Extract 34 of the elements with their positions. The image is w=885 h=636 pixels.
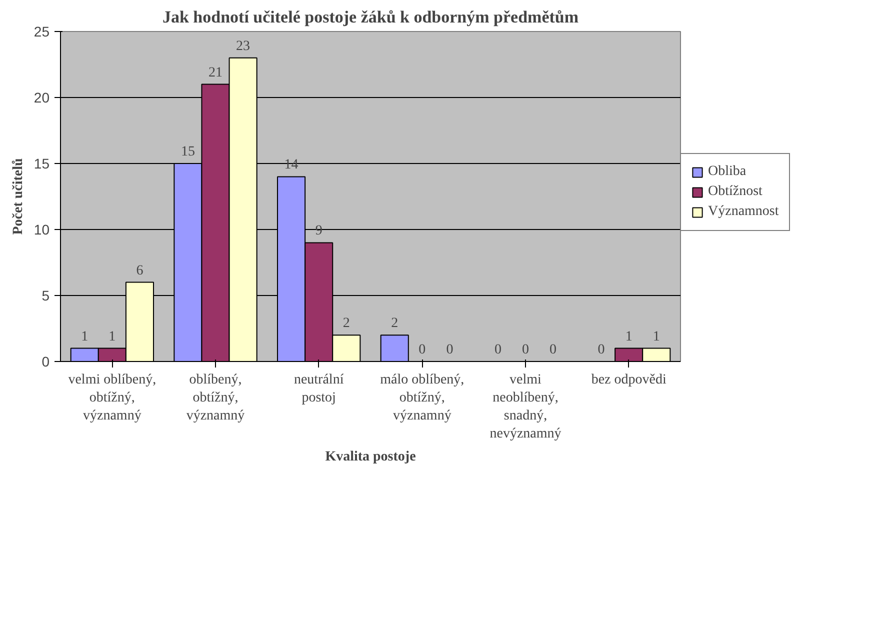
data-label: 0	[446, 342, 454, 358]
x-tick-label: oblíbený, obtížný, významný	[186, 372, 245, 424]
data-label: 21	[208, 65, 222, 80]
y-tick-label: 10	[34, 222, 50, 238]
data-label: 0	[598, 342, 605, 358]
data-label: 2	[342, 316, 350, 332]
x-tick-label: málo oblíbený, obtížný, významný	[380, 372, 464, 424]
y-tick-label: 25	[34, 24, 50, 40]
y-tick-label: 20	[34, 90, 50, 106]
data-label: 2	[391, 316, 398, 332]
legend-label: Obliba	[708, 164, 746, 180]
x-axis-title: Kvalita postoje	[325, 450, 416, 464]
data-label: 0	[522, 342, 529, 358]
data-label: 15	[180, 144, 195, 160]
data-label: 1	[625, 329, 632, 344]
data-label: 0	[550, 342, 557, 358]
y-tick-label: 15	[34, 156, 50, 172]
data-label: 1	[108, 329, 116, 344]
x-tick-label: bez odpovědi	[591, 372, 666, 388]
data-label: 0	[418, 342, 426, 358]
legend-label: Obtížnost	[708, 184, 762, 200]
data-label: 0	[494, 342, 502, 358]
y-tick-label: 5	[42, 288, 50, 304]
legend-label: Významnost	[708, 204, 779, 220]
y-tick-label: 0	[42, 354, 50, 370]
data-label: 23	[236, 38, 250, 54]
chart-title: Jak hodnotí učitelé postoje žáků k odborným předmětům	[162, 8, 579, 26]
data-label: 1	[81, 329, 88, 344]
data-label: 1	[652, 329, 660, 344]
x-tick-label: velmi neoblíbený, snadný, nevýznamný	[490, 372, 562, 442]
y-axis-title: Počet učitelů	[10, 158, 26, 235]
x-tick-label: neutrální postoj	[294, 372, 344, 406]
x-tick-label: velmi oblíbený, obtížný, významný	[68, 372, 156, 424]
data-label: 6	[136, 263, 144, 278]
